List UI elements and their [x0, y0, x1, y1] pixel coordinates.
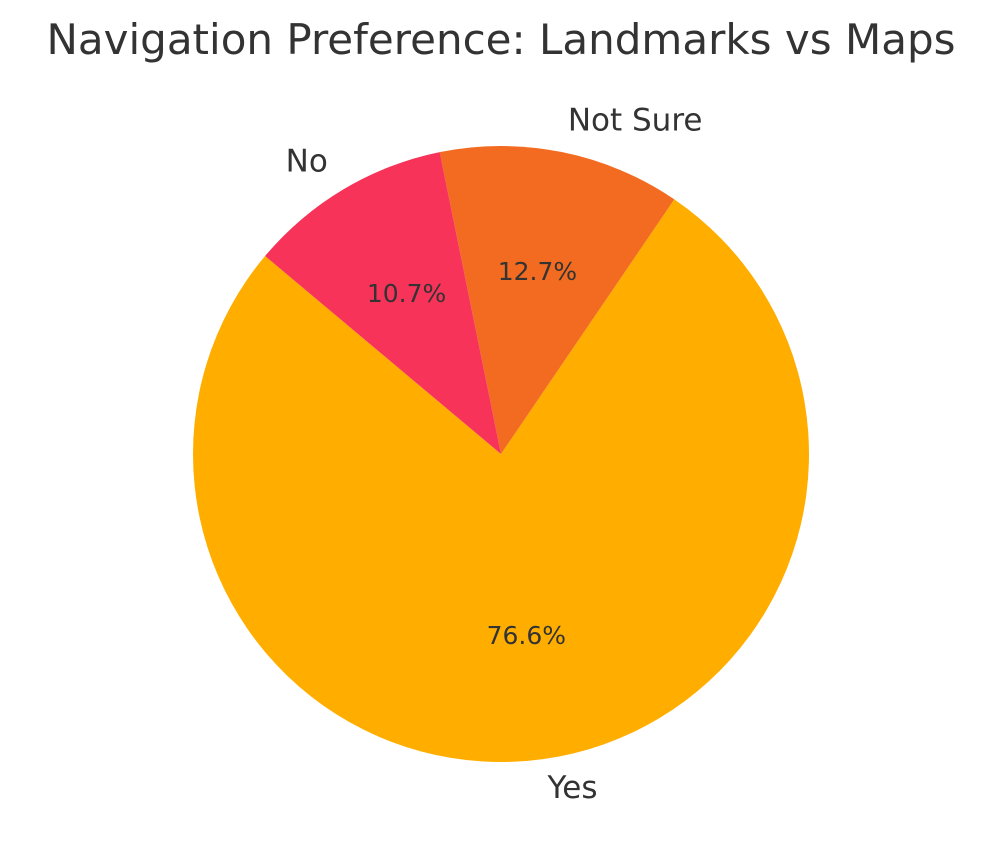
- pie-slice-yes: [193, 199, 810, 762]
- slice-percent-yes: 76.6%: [487, 621, 566, 650]
- slice-label-yes: Yes: [546, 770, 597, 806]
- pie-slice-no: [265, 152, 501, 454]
- pie-labels: Yes 76.6% Not Sure 12.7% No 10.7%: [286, 102, 703, 806]
- pie-slices: [193, 146, 810, 762]
- slice-percent-no: 10.7%: [367, 279, 446, 308]
- slice-label-no: No: [286, 143, 328, 179]
- pie-slice-not-sure: [439, 146, 675, 454]
- slice-label-not-sure: Not Sure: [568, 102, 703, 138]
- chart-title: Navigation Preference: Landmarks vs Maps: [46, 15, 955, 64]
- slice-percent-not-sure: 12.7%: [498, 257, 577, 286]
